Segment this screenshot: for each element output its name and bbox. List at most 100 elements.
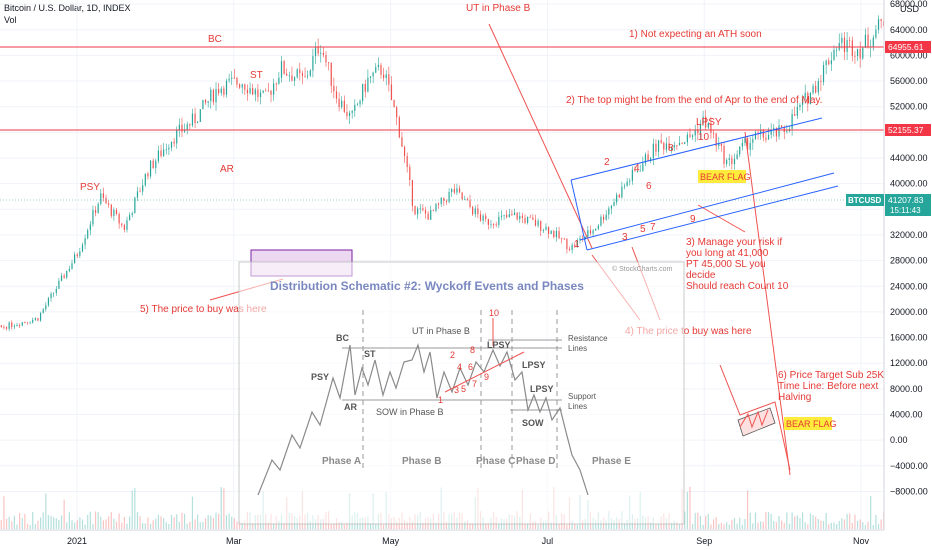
volume-bar	[126, 523, 128, 529]
candle-body	[616, 194, 618, 203]
candle-body	[45, 305, 47, 310]
schematic-n4: 4	[457, 362, 462, 372]
candle-body	[105, 197, 107, 204]
candle-body	[561, 238, 563, 240]
candle-body	[492, 224, 495, 225]
y-tick-label: 20000.00	[890, 307, 928, 317]
volume-bar	[849, 513, 851, 529]
volume-bar	[812, 515, 814, 529]
candle-body	[249, 87, 251, 94]
volume-bar	[207, 515, 209, 529]
candle-body	[422, 208, 424, 211]
candle-body	[731, 158, 733, 165]
candle-body	[79, 251, 81, 256]
candle-body	[94, 210, 97, 213]
candle-body	[26, 322, 29, 324]
volume-bar	[542, 520, 544, 529]
candle-body	[288, 75, 290, 77]
note-4: 4) The price to buy was here	[625, 326, 752, 337]
level-tag-52155-label: 52155.37	[888, 125, 924, 135]
last-price-label: 41207.83	[888, 195, 924, 205]
schematic-resistance-1: Resistance	[568, 334, 608, 343]
candle-body	[524, 217, 526, 223]
volume-bar	[155, 518, 157, 529]
candle-body	[574, 244, 576, 247]
volume-bar	[267, 522, 269, 529]
candle-body	[186, 124, 188, 130]
phase-c-label: Phase C	[476, 456, 515, 467]
volume-bar	[655, 524, 657, 529]
candle-body	[0, 325, 2, 327]
candle-body	[202, 99, 204, 110]
candle-body	[623, 185, 626, 187]
volume-bar	[723, 524, 725, 529]
label-count-2: 2	[604, 157, 610, 168]
candle-body	[409, 166, 411, 181]
candle-body	[791, 114, 793, 130]
price-axis[interactable]: 68000.00 64000.00 60000.00 56000.00 52000.00…	[846, 0, 932, 550]
candle-body	[265, 90, 267, 92]
volume-bar	[202, 521, 204, 529]
candle-body	[63, 275, 65, 278]
candle-body	[110, 204, 112, 216]
volume-bar	[136, 512, 139, 529]
volume-bar	[134, 488, 136, 529]
time-axis[interactable]: ov2021MarMayJulSepNov2022MarMayJulSep	[0, 529, 932, 550]
y-tick-label: 16000.00	[890, 333, 928, 343]
schematic-title: Distribution Schematic #2: Wyckoff Event…	[270, 279, 584, 293]
label-ut: UT in Phase B	[466, 3, 531, 14]
candle-body	[854, 55, 856, 57]
volume-bar	[29, 524, 31, 529]
candle-body	[380, 64, 382, 75]
volume-bar	[739, 517, 741, 529]
candle-body	[527, 216, 529, 223]
volume-bar	[170, 514, 173, 529]
volume-bar	[744, 519, 746, 529]
candle-body	[566, 239, 568, 250]
y-tick-label: 8000.00	[890, 384, 923, 394]
volume-bar	[817, 518, 819, 529]
volume-bar	[757, 522, 759, 529]
candle-body	[767, 134, 770, 140]
candle-body	[618, 194, 620, 198]
candle-body	[466, 199, 469, 201]
volume-bar	[791, 512, 793, 529]
volume-bar	[815, 516, 817, 529]
last-price-tag	[885, 194, 931, 216]
volume-bar	[731, 520, 733, 529]
candle-body	[859, 48, 861, 59]
volume-bar	[108, 516, 110, 529]
volume-bar	[469, 523, 471, 529]
volume-bar	[859, 519, 861, 529]
level-tag-52155	[885, 124, 931, 136]
volume-bar	[45, 493, 47, 529]
candle-body	[511, 214, 513, 216]
note-3-line-4: decide	[686, 270, 716, 281]
volume-bar	[445, 521, 448, 529]
candle-body	[681, 142, 683, 144]
candle-body	[191, 113, 194, 126]
candle-body	[828, 60, 830, 65]
candle-body	[689, 134, 691, 137]
volume-bar	[383, 524, 385, 529]
volume-bar	[804, 522, 806, 529]
volume-bar	[144, 523, 146, 529]
candle-body	[513, 212, 516, 216]
volume-bar	[92, 523, 94, 529]
volume-bar	[223, 488, 225, 529]
candle-body	[330, 62, 332, 86]
candle-body	[718, 143, 720, 147]
schematic-bc: BC	[336, 333, 349, 343]
y-tick-label: 60000.00	[890, 50, 928, 60]
candle-body	[506, 214, 508, 218]
candle-body	[655, 143, 657, 152]
candle-body	[752, 139, 754, 143]
candle-body	[720, 143, 723, 146]
schematic-psy: PSY	[311, 372, 329, 382]
volume-bar	[338, 521, 340, 529]
schematic-n9: 9	[484, 372, 489, 382]
volume-bar	[178, 521, 180, 529]
candle-body	[76, 254, 78, 256]
schematic-sow: SOW	[522, 418, 544, 428]
